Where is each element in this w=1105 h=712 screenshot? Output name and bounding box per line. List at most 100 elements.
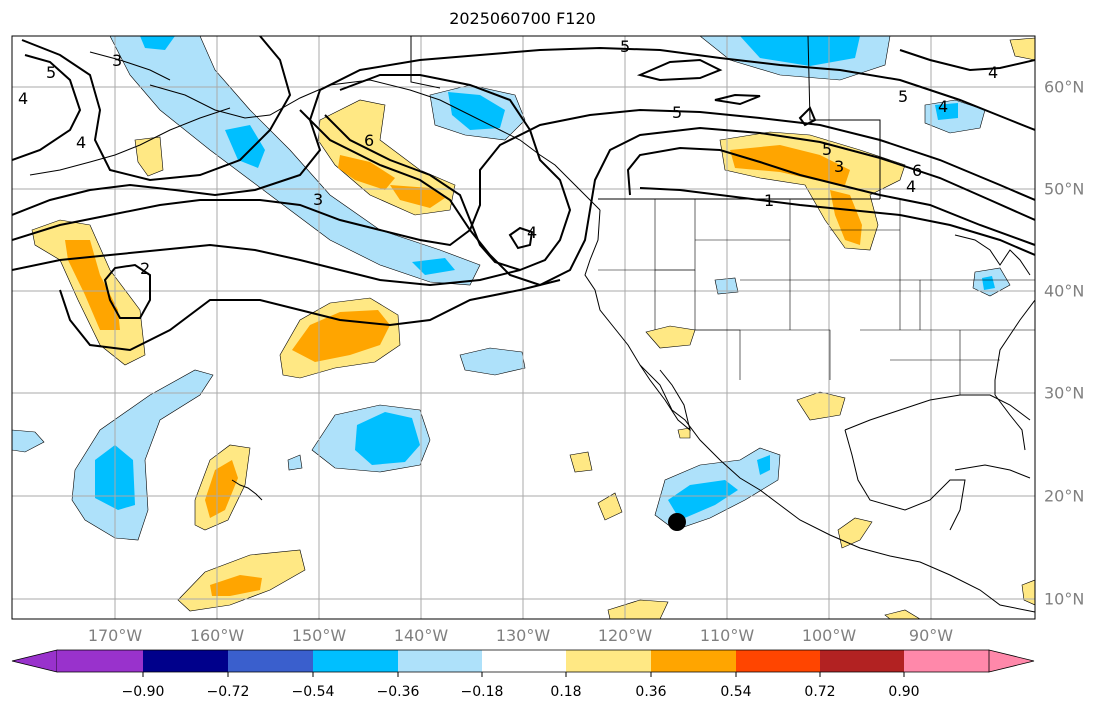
anomaly-yellow [607,599,669,619]
baja-peninsula [639,364,691,432]
hawaii-islands [231,479,263,501]
lat-label: 50°N [1044,179,1085,199]
anomaly-light-blue [71,369,214,541]
contour-label: 5 [620,37,630,56]
contour-label: 3 [313,190,323,209]
colorbar-tick-label: −0.90 [121,684,165,700]
anomaly-orange-core [390,185,445,208]
coastlines [29,36,1035,613]
colorbar-segment [143,650,228,672]
great-lakes [954,234,1031,276]
lat-label: 40°N [1044,281,1085,301]
colorbar-segment [228,650,313,672]
colorbar-segment [820,650,904,672]
contour-line [12,54,82,161]
contour-label: 1 [764,191,774,210]
contour-line [324,74,572,272]
lon-label: 130°W [495,626,551,645]
anomaly-light-blue [109,36,481,286]
colorbar [11,649,1035,677]
contour-line [798,106,817,127]
contour-label: 2 [140,259,150,278]
graticule [12,36,1035,619]
storm-position-dot[interactable] [668,513,686,531]
contour-label: 5 [672,103,682,122]
plot-frame [11,35,1036,620]
anomaly-orange-core [830,190,862,245]
anomaly-blue-core [412,258,455,275]
lat-label: 20°N [1044,486,1085,506]
contour-label: 5 [822,140,832,159]
colorbar-segment [313,650,398,672]
anomaly-yellow [597,492,623,521]
colorbar-tick-label: 0.72 [804,684,836,700]
colorbar-tick-label: 0.18 [550,684,582,700]
lon-label: 160°W [189,626,245,645]
contour-label: 4 [906,177,916,196]
contour-label: 3 [112,51,122,70]
contour-label: 6 [912,161,922,180]
contour-label: 6 [364,131,374,150]
anomaly-light-blue [287,454,303,471]
contour-label: 5 [898,87,908,106]
lon-label: 90°W [908,626,954,645]
alaska-coast [149,79,601,211]
colorbar-segment [736,650,820,672]
anomaly-blue-core [448,92,505,130]
contour-label: 4 [18,89,28,108]
anomaly-yellow [569,451,593,473]
colorbar-segment [904,650,989,672]
contour-line [12,108,1035,247]
contour-line [12,243,521,287]
anomaly-yellow [1009,37,1035,61]
anomaly-blue-core [982,276,995,290]
colorbar-extend-low [11,649,58,673]
contour-label: 4 [527,223,537,242]
aleutian-chain [29,107,231,176]
anomaly-yellow [645,325,696,349]
contour-line [714,93,761,106]
anomaly-yellow [837,517,873,549]
florida-coast [994,394,1026,451]
anomaly-blue-core [740,36,860,66]
anomaly-yellow [677,427,691,439]
contour-line [899,49,1035,72]
contour-label: 4 [988,63,998,82]
contour-line [59,279,561,352]
lat-label: 10°N [1044,589,1085,609]
anomaly-orange-core [210,575,262,596]
anomaly-blue-core [355,412,420,465]
colorbar-segment [398,650,482,672]
alaska-border-141 [410,36,441,89]
anomaly-yellow [884,609,921,619]
contour-label-group: 5 5 4 3 5 5 4 4 6 5 6 4 3 1 4 3 2 4 [18,37,998,278]
lat-label: 30°N [1044,383,1085,403]
anomaly-blue-core [668,480,738,520]
map-title: 2025060700 F120 [449,9,596,28]
lon-label: 170°W [87,626,143,645]
anomaly-blue-core [140,36,175,50]
lon-label: 120°W [597,626,653,645]
anomaly-yellow [796,391,846,421]
colorbar-segment [482,650,566,672]
colorbar-tick-label: −0.18 [460,684,504,700]
anomaly-blue-core [225,125,265,168]
colorbar-segment [566,650,651,672]
state-borders [598,199,1035,395]
contour-line [299,109,1035,287]
lat-label: 60°N [1044,77,1085,97]
colorbar-segment [651,650,736,672]
hudson-bay-coast [807,36,881,199]
cuba [954,464,1031,479]
contour-line [21,36,292,182]
contour-line [103,263,151,319]
anomaly-blue-core [935,103,958,120]
contour-line [508,226,534,250]
contours [12,36,1035,352]
contour-label: 4 [938,97,948,116]
contour-label: 4 [76,133,86,152]
lon-label: 100°W [801,626,857,645]
lon-label: 140°W [393,626,449,645]
colorbar-tick-label: 0.36 [635,684,667,700]
